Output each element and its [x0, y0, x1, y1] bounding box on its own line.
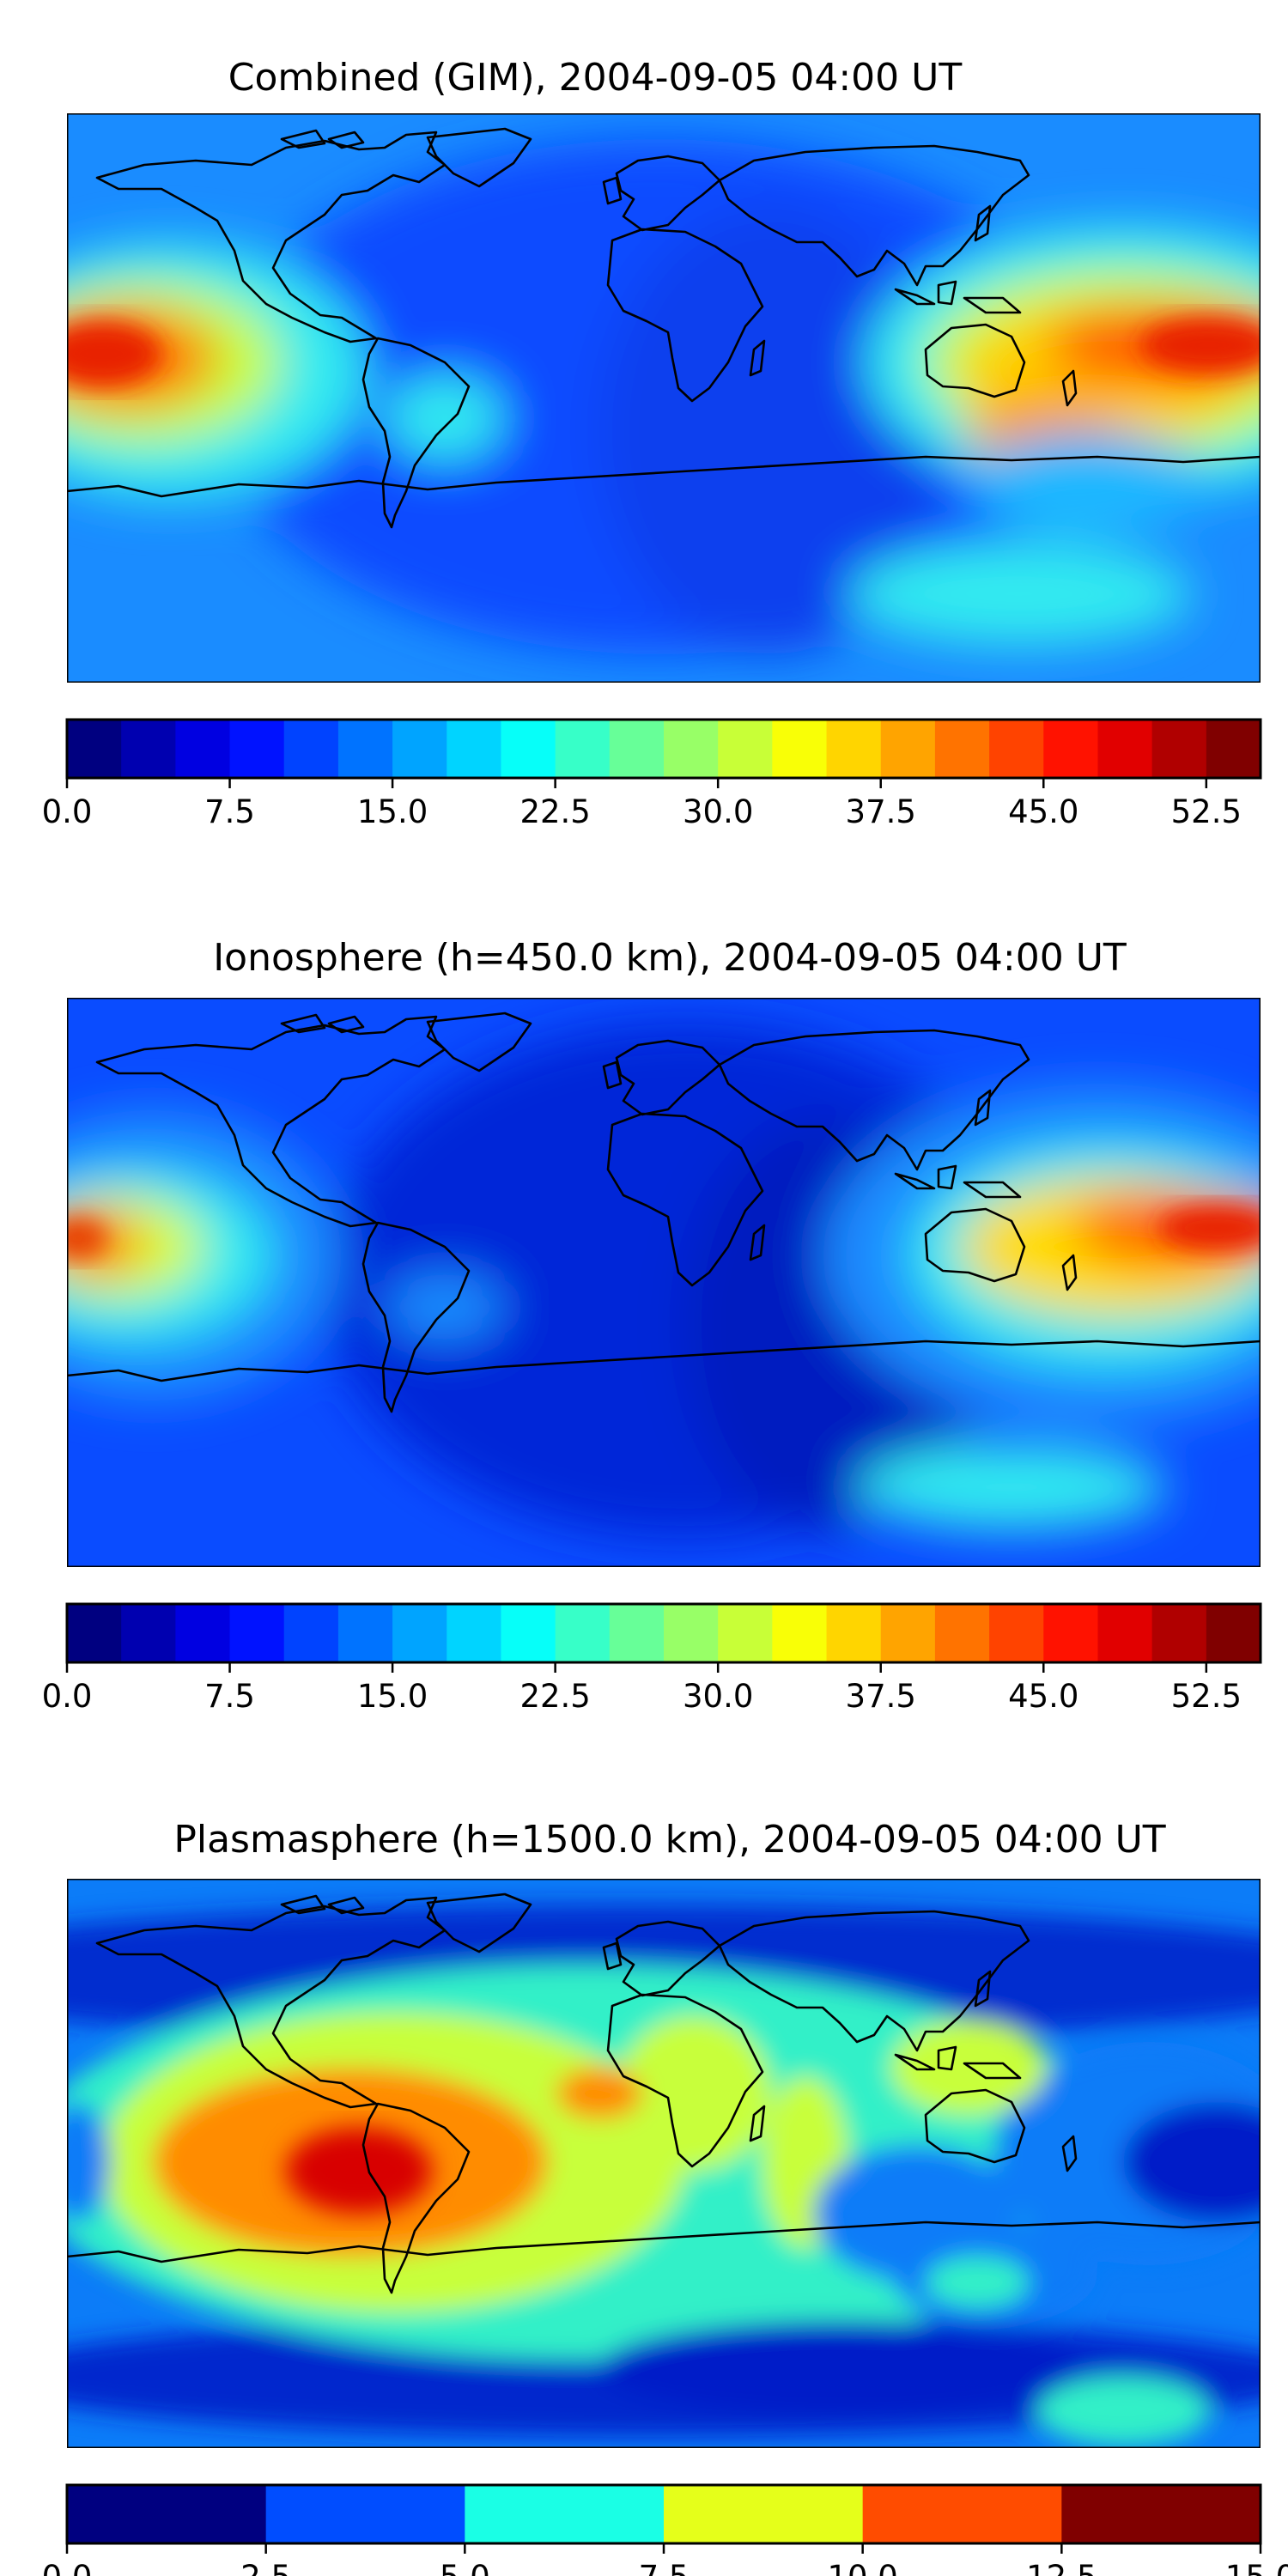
- colorbar-tick-label: 7.5: [204, 1678, 255, 1715]
- colorbar-segment: [229, 1604, 285, 1662]
- colorbar-tick-label: 37.5: [846, 1678, 916, 1715]
- colorbar-segment: [67, 1604, 122, 1662]
- colorbar-tick-label: 7.5: [204, 793, 255, 830]
- colorbar-segment: [934, 1604, 990, 1662]
- colorbar-segment: [283, 1604, 339, 1662]
- colorbar-segment: [880, 720, 936, 778]
- colorbar-tick-label: 0.0: [42, 1678, 93, 1715]
- colorbar-segment: [555, 1604, 611, 1662]
- colorbar-tick-label: 37.5: [846, 793, 916, 830]
- colorbar-segment: [121, 1604, 176, 1662]
- colorbar-frame: [65, 718, 1262, 780]
- colorbar-segment: [337, 1604, 393, 1662]
- colorbar-segment: [501, 1604, 556, 1662]
- colorbar-segment: [175, 1604, 231, 1662]
- colorbar-segment: [880, 1604, 936, 1662]
- colorbar-segment: [447, 1604, 502, 1662]
- colorbar-segment: [67, 2485, 267, 2543]
- panel-plasmasphere: Plasmasphere (h=1500.0 km), 2004-09-05 0…: [42, 1818, 1288, 2576]
- colorbar-tick-label: 10.0: [827, 2559, 897, 2576]
- colorbar-segment: [121, 720, 176, 778]
- colorbar-segment: [392, 1604, 447, 1662]
- colorbar-segment: [1043, 720, 1099, 778]
- colorbar-tick-label: 0.0: [42, 793, 93, 830]
- colorbar-segment: [392, 720, 447, 778]
- colorbar-segment: [1061, 2485, 1261, 2543]
- colorbar-segment: [609, 1604, 665, 1662]
- panel3-map: [67, 1879, 1261, 2448]
- colorbar-segment: [175, 720, 231, 778]
- colorbar-segment: [609, 720, 665, 778]
- colorbar-tick-label: 45.0: [1008, 1678, 1078, 1715]
- colorbar-segment: [447, 720, 502, 778]
- colorbar-frame: [65, 1602, 1262, 1664]
- colorbar-segment: [772, 1604, 828, 1662]
- colorbar-segment: [989, 720, 1044, 778]
- panel1-title: Combined (GIM), 2004-09-05 04:00 UT: [228, 56, 963, 100]
- colorbar-tick-label: 52.5: [1171, 1678, 1242, 1715]
- panel1-colorbar: 0.0 7.5 15.0 22.5 30.0 37.5 45.0 52.5: [42, 718, 1262, 830]
- colorbar-segment: [465, 2485, 665, 2543]
- colorbar-segment: [229, 720, 285, 778]
- colorbar-segment: [826, 720, 882, 778]
- panel1-map: [67, 113, 1261, 683]
- panel2-title: Ionosphere (h=450.0 km), 2004-09-05 04:0…: [213, 936, 1127, 980]
- colorbar-tick-label: 7.5: [639, 2559, 690, 2576]
- colorbar-segment: [718, 1604, 773, 1662]
- panel-combined: Combined (GIM), 2004-09-05 04:00 UT: [42, 56, 1262, 830]
- panel3-colorbar: 0.0 2.5 5.0 7.5 10.0 12.5 15.0: [42, 2483, 1288, 2576]
- colorbar-tick-label: 22.5: [519, 1678, 590, 1715]
- colorbar-segment: [1097, 1604, 1153, 1662]
- panel2-colorbar: 0.0 7.5 15.0 22.5 30.0 37.5 45.0 52.5: [42, 1602, 1262, 1715]
- colorbar-segment: [664, 2485, 864, 2543]
- colorbar-tick-label: 2.5: [240, 2559, 291, 2576]
- colorbar-segment: [501, 720, 556, 778]
- colorbar-segment: [772, 720, 828, 778]
- colorbar-segment: [1206, 720, 1261, 778]
- colorbar-segment: [934, 720, 990, 778]
- colorbar-segment: [67, 720, 122, 778]
- colorbar-segment: [1043, 1604, 1099, 1662]
- colorbar-tick-label: 45.0: [1008, 793, 1078, 830]
- panel-ionosphere: Ionosphere (h=450.0 km), 2004-09-05 04:0…: [42, 936, 1262, 1715]
- colorbar-segment: [826, 1604, 882, 1662]
- colorbar-tick-label: 15.0: [357, 1678, 428, 1715]
- colorbar-tick-label: 30.0: [683, 793, 753, 830]
- colorbar-segment: [555, 720, 611, 778]
- colorbar-tick-label: 30.0: [683, 1678, 753, 1715]
- colorbar-segment: [1097, 720, 1153, 778]
- colorbar-tick-label: 0.0: [42, 2559, 93, 2576]
- colorbar-segment: [1151, 720, 1207, 778]
- colorbar-segment: [265, 2485, 465, 2543]
- colorbar-tick-label: 15.0: [357, 793, 428, 830]
- colorbar-tick-label: 15.0: [1225, 2559, 1288, 2576]
- colorbar-segment: [989, 1604, 1044, 1662]
- colorbar-segment: [337, 720, 393, 778]
- colorbar-tick-label: 22.5: [519, 793, 590, 830]
- colorbar-segment: [664, 720, 719, 778]
- colorbar-segment: [283, 720, 339, 778]
- colorbar-tick-label: 52.5: [1171, 793, 1242, 830]
- colorbar-segment: [1206, 1604, 1261, 1662]
- colorbar-tick-label: 12.5: [1026, 2559, 1097, 2576]
- panel3-title: Plasmasphere (h=1500.0 km), 2004-09-05 0…: [173, 1818, 1165, 1862]
- colorbar-segment: [1151, 1604, 1207, 1662]
- colorbar-segment: [664, 1604, 719, 1662]
- panel2-map: [67, 998, 1261, 1567]
- colorbar-segment: [862, 2485, 1062, 2543]
- colorbar-tick-label: 5.0: [440, 2559, 490, 2576]
- colorbar-segment: [718, 720, 773, 778]
